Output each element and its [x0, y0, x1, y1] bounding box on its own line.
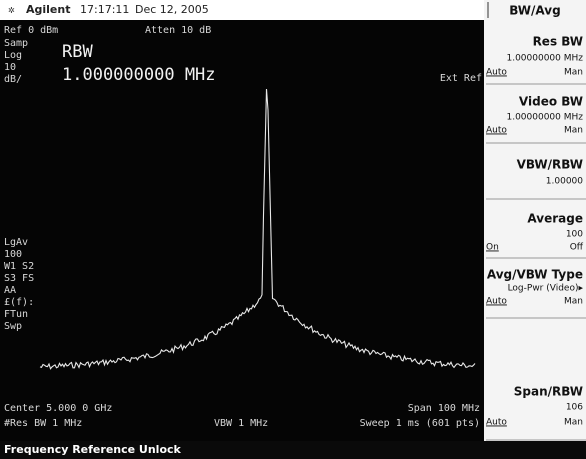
- softkey-option-right: Off: [570, 243, 584, 253]
- softkey-label: Video BW: [519, 95, 583, 109]
- sweep: Sweep 1 ms (601 pts): [360, 418, 480, 429]
- annotation: LgAv: [4, 237, 28, 248]
- center-freq: Center 5.000 0 GHz: [4, 403, 112, 414]
- softkey-label: Res BW: [533, 35, 583, 49]
- softkey-option-right: Man: [564, 297, 583, 307]
- softkey-value: 100: [566, 230, 583, 240]
- annotation: FTun: [4, 309, 28, 320]
- annotation: £(f):: [4, 297, 34, 308]
- brand: Agilent: [26, 3, 70, 16]
- time: 17:17:11: [80, 3, 129, 16]
- softkey-option-left: Auto: [486, 68, 507, 78]
- softkey-option-right: Man: [564, 126, 583, 136]
- ref-level: Ref 0 dBm: [4, 25, 58, 36]
- logo-icon: ✲: [8, 3, 15, 16]
- softkey-option-left: Auto: [486, 418, 507, 428]
- softkey-label: Avg/VBW Type: [487, 268, 583, 282]
- scale-unit: dB/: [4, 74, 22, 85]
- annotation: AA: [4, 285, 16, 296]
- softkey-option-left: Auto: [486, 126, 507, 136]
- softkey-value: 1.00000000 MHz: [506, 54, 583, 64]
- attenuation: Atten 10 dB: [145, 25, 211, 36]
- scale-value: 10: [4, 62, 16, 73]
- res-bw: #Res BW 1 MHz: [4, 418, 82, 429]
- softkey-title: BW/Avg: [509, 4, 560, 18]
- marker-label: RBW: [62, 42, 93, 62]
- softkey-value: 106: [566, 403, 583, 413]
- vbw: VBW 1 MHz: [214, 418, 268, 429]
- softkey-option-right: Man: [564, 68, 583, 78]
- analyzer-screen: ✲ Agilent 17:17:11 Dec 12, 2005 Ref 0 dB…: [0, 0, 586, 459]
- marker-value: 1.000000000 MHz: [62, 65, 216, 85]
- softkey-option-left: On: [486, 243, 499, 253]
- softkey-value: Log-Pwr (Video)▸: [508, 284, 584, 294]
- softkey-option-right: Man: [564, 418, 583, 428]
- softkey-value: 1.00000: [546, 177, 583, 187]
- softkey-value: 1.00000000 MHz: [506, 113, 583, 123]
- ext-ref: Ext Ref: [440, 73, 482, 84]
- annotation: W1 S2: [4, 261, 34, 272]
- date: Dec 12, 2005: [135, 3, 209, 16]
- softkey-label: VBW/RBW: [517, 158, 583, 172]
- softkey-option-left: Auto: [486, 297, 507, 307]
- annotation: 100: [4, 249, 22, 260]
- detector: Samp: [4, 38, 28, 49]
- annotation: S3 FS: [4, 273, 34, 284]
- annotation: Swp: [4, 321, 22, 332]
- scale-type: Log: [4, 50, 22, 61]
- status-message: Frequency Reference Unlock: [4, 443, 182, 456]
- softkey-label: Span/RBW: [514, 385, 583, 399]
- softkey-label: Average: [527, 212, 583, 226]
- span: Span 100 MHz: [408, 403, 480, 414]
